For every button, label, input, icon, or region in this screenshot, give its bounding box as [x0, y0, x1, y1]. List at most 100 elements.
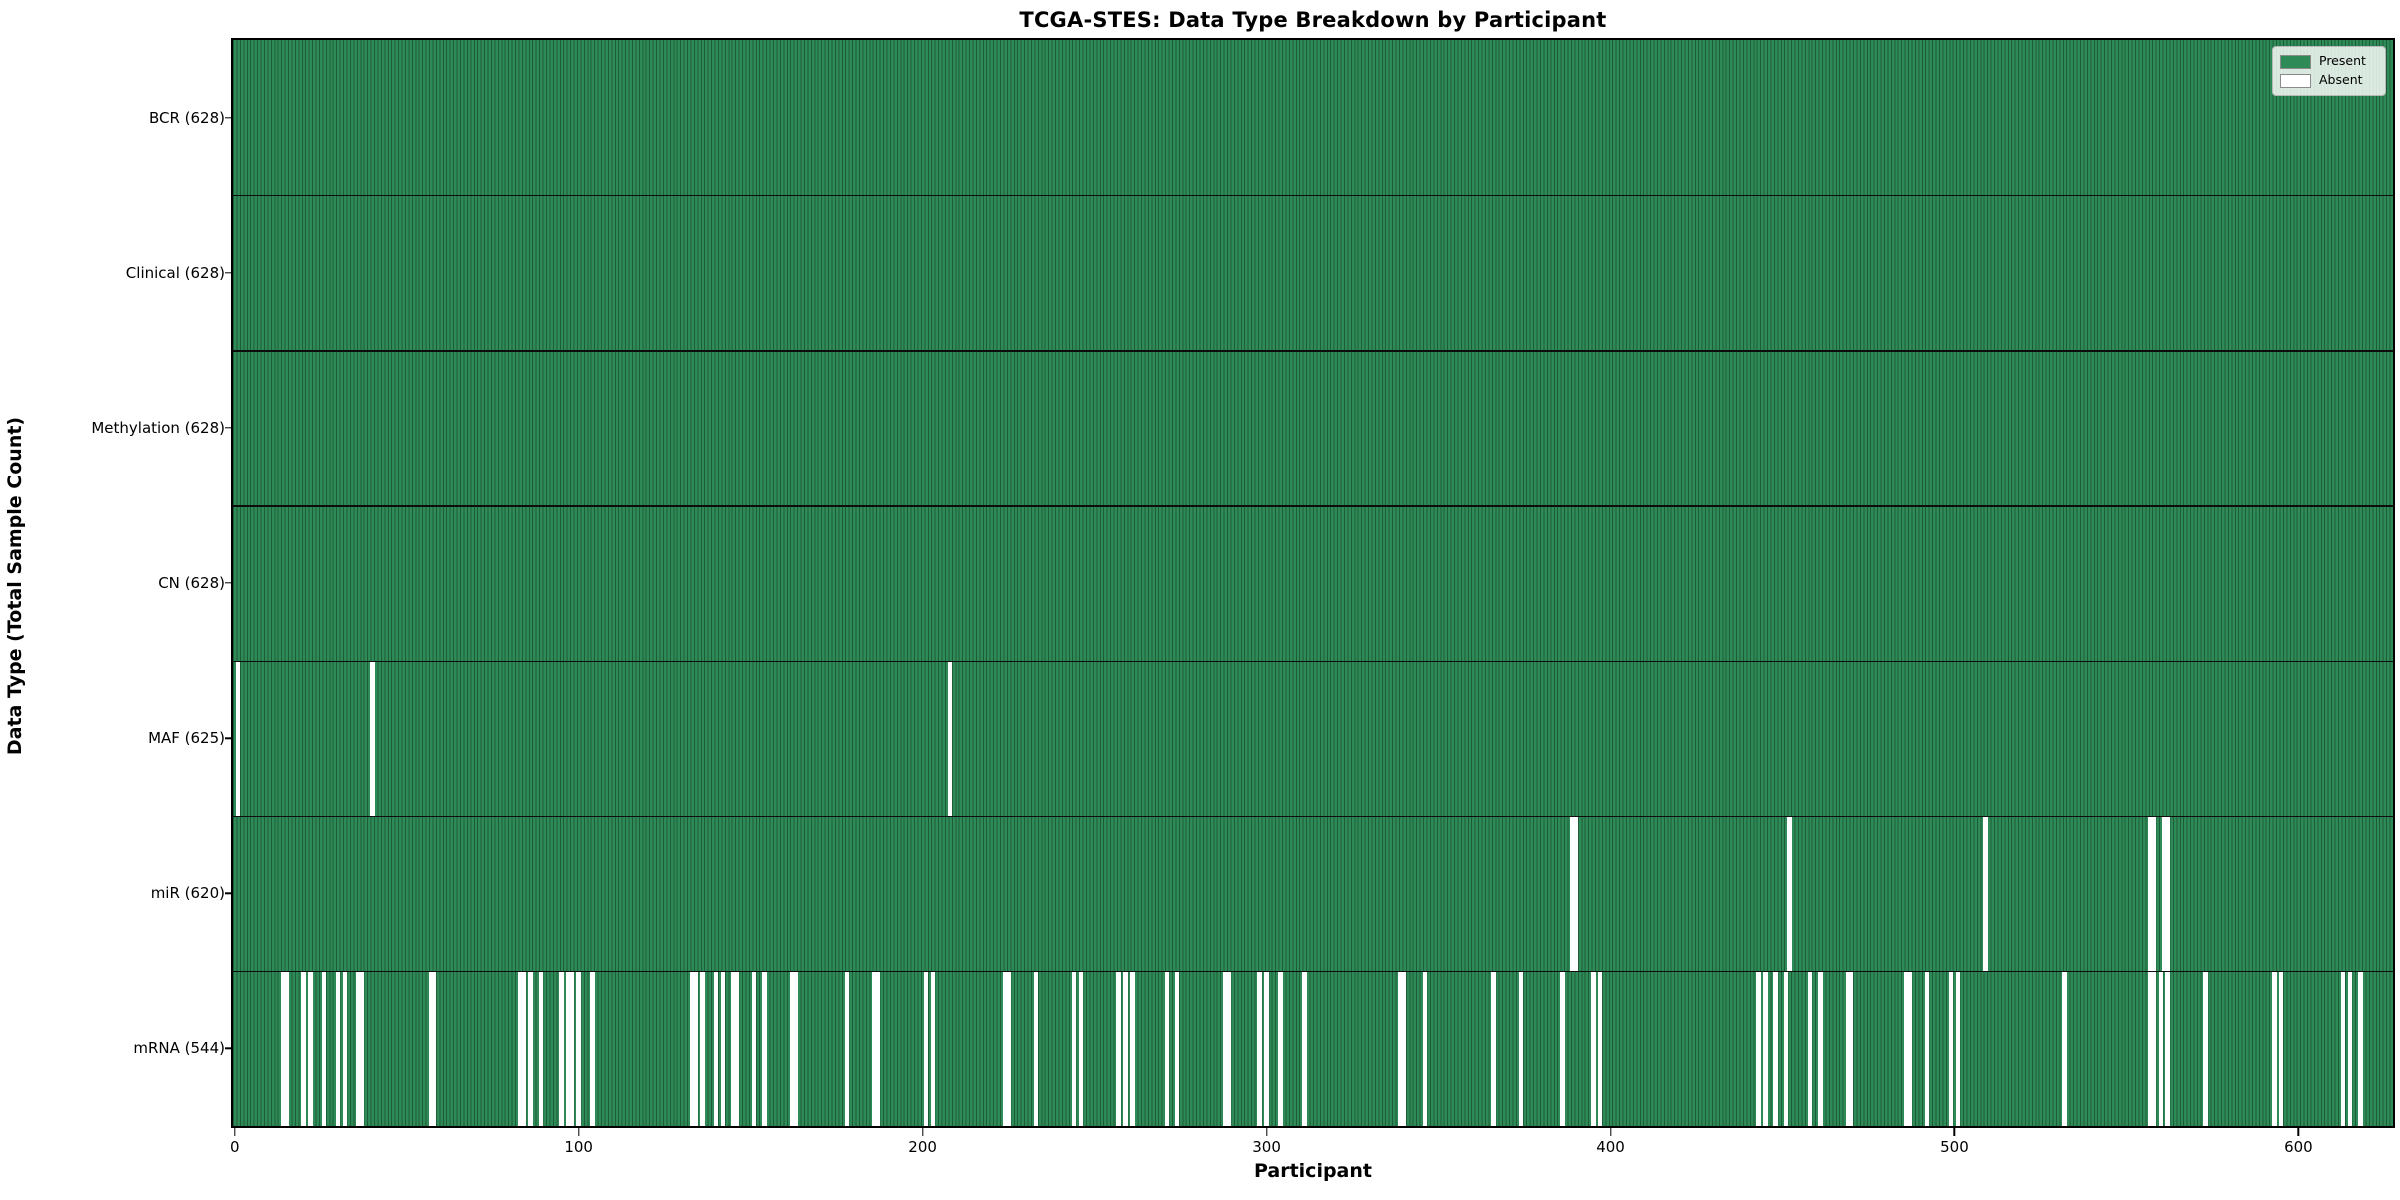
absent-gap — [1597, 970, 1603, 1126]
y-axis-label: Data Type (Total Sample Count) — [4, 416, 26, 756]
absent-gap — [356, 970, 361, 1126]
y-tick-mark — [225, 892, 233, 894]
absent-gap — [1570, 815, 1575, 971]
chart-title: TCGA-STES: Data Type Breakdown by Partic… — [1019, 8, 1607, 32]
row-separator — [233, 350, 2393, 352]
legend-entry-absent: Absent — [2280, 71, 2377, 90]
absent-gap — [370, 660, 375, 816]
x-tick-mark — [577, 1128, 580, 1136]
absent-gap — [1845, 970, 1851, 1126]
y-tick-label-mRNA: mRNA (544) — [133, 1039, 225, 1058]
y-tick-mark — [225, 737, 233, 739]
absent-gap — [1591, 970, 1596, 1126]
absent-gap — [1174, 970, 1180, 1126]
absent-gap — [590, 970, 595, 1126]
y-tick-mark — [225, 1047, 233, 1050]
absent-gap — [1573, 815, 1579, 971]
absent-gap — [947, 660, 953, 816]
y-tick-mark — [225, 272, 233, 274]
absent-gap — [1033, 970, 1039, 1126]
absent-gap — [1401, 970, 1407, 1126]
x-tick-label: 100 — [564, 1138, 593, 1156]
absent-gap — [1002, 970, 1008, 1126]
absent-gap — [2358, 970, 2363, 1126]
absent-gap — [700, 970, 705, 1126]
absent-gap — [751, 970, 757, 1126]
x-tick-label: 600 — [2284, 1138, 2313, 1156]
absent-gap — [1006, 970, 1011, 1126]
absent-gap — [1257, 970, 1262, 1126]
absent-gap — [693, 970, 698, 1126]
present-swatch — [2280, 54, 2311, 69]
x-tick-label: 200 — [908, 1138, 937, 1156]
absent-gap — [235, 660, 241, 816]
row-Clinical — [233, 195, 2393, 351]
absent-gap — [731, 970, 736, 1126]
absent-gap — [1907, 970, 1912, 1126]
absent-gap — [2162, 815, 2167, 971]
absent-gap — [2340, 970, 2346, 1126]
absent-gap — [1130, 970, 1135, 1126]
absent-gap — [923, 970, 929, 1126]
absent-gap — [1422, 970, 1427, 1126]
absent-gap — [1849, 970, 1854, 1126]
x-tick-mark — [2297, 1128, 2300, 1136]
x-tick-label: 0 — [229, 1138, 240, 1156]
legend-entry-present: Present — [2280, 52, 2377, 71]
y-tick-label-MAF: MAF (625) — [148, 729, 225, 748]
absent-gap — [538, 970, 544, 1126]
legend-label-absent: Absent — [2319, 72, 2363, 88]
absent-gap — [2151, 815, 2157, 971]
absent-gap — [2165, 815, 2170, 971]
absent-gap — [762, 970, 767, 1126]
absent-gap — [517, 970, 523, 1126]
x-tick-mark — [921, 1128, 924, 1136]
y-tick-mark — [225, 427, 233, 429]
absent-gap — [1783, 970, 1789, 1126]
absent-gap — [576, 970, 581, 1126]
absent-gap — [1264, 970, 1269, 1126]
absent-gap — [1302, 970, 1307, 1126]
row-separator — [233, 195, 2393, 197]
y-tick-label-Methylation: Methylation (628) — [91, 418, 225, 437]
x-tick-label: 400 — [1596, 1138, 1625, 1156]
absent-gap — [1807, 970, 1813, 1126]
absent-gap — [2278, 970, 2284, 1126]
absent-gap — [335, 970, 341, 1126]
absent-gap — [1078, 970, 1084, 1126]
row-miR — [233, 815, 2393, 971]
absent-gap — [2062, 970, 2067, 1126]
x-tick-mark — [1953, 1128, 1956, 1136]
absent-gap — [2148, 970, 2153, 1126]
absent-swatch — [2280, 73, 2311, 88]
absent-gap — [1756, 970, 1761, 1126]
x-tick-label: 500 — [1940, 1138, 1969, 1156]
absent-gap — [559, 970, 564, 1126]
absent-gap — [1763, 970, 1768, 1126]
absent-gap — [1491, 970, 1496, 1126]
absent-gap — [1924, 970, 1930, 1126]
absent-gap — [280, 970, 286, 1126]
row-Methylation — [233, 350, 2393, 506]
absent-gap — [844, 970, 850, 1126]
row-MAF — [233, 660, 2393, 816]
legend-label-present: Present — [2319, 53, 2366, 69]
y-tick-mark — [225, 582, 233, 584]
row-separator — [233, 970, 2393, 973]
absent-gap — [569, 970, 574, 1126]
absent-gap — [321, 970, 327, 1126]
row-separator — [233, 505, 2393, 507]
absent-gap — [1818, 970, 1823, 1126]
absent-gap — [1398, 970, 1403, 1126]
y-tick-label-Clinical: Clinical (628) — [125, 263, 225, 282]
absent-gap — [793, 970, 798, 1126]
absent-gap — [1071, 970, 1077, 1126]
absent-gap — [2272, 970, 2277, 1126]
legend: Present Absent — [2272, 46, 2386, 96]
absent-gap — [428, 970, 433, 1126]
plot-area — [233, 40, 2393, 1126]
absent-gap — [734, 970, 740, 1126]
absent-gap — [1164, 970, 1170, 1126]
absent-gap — [720, 970, 726, 1126]
